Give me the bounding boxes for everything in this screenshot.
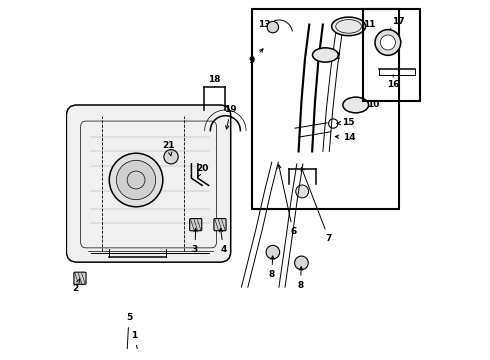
Text: 16: 16 bbox=[387, 75, 399, 89]
Text: 21: 21 bbox=[163, 141, 175, 156]
Text: 8: 8 bbox=[297, 267, 303, 290]
Ellipse shape bbox=[380, 35, 395, 50]
Circle shape bbox=[164, 150, 178, 164]
Circle shape bbox=[117, 160, 156, 200]
Ellipse shape bbox=[313, 48, 338, 62]
Text: 9: 9 bbox=[249, 49, 263, 65]
Text: 1: 1 bbox=[131, 331, 137, 349]
Text: 20: 20 bbox=[196, 164, 208, 176]
Text: 8: 8 bbox=[269, 256, 275, 279]
Text: 12: 12 bbox=[328, 52, 341, 61]
Circle shape bbox=[267, 21, 279, 33]
Text: 13: 13 bbox=[258, 20, 271, 29]
Text: 11: 11 bbox=[356, 20, 375, 29]
Text: 5: 5 bbox=[126, 313, 132, 349]
Circle shape bbox=[296, 185, 309, 198]
Ellipse shape bbox=[343, 97, 368, 113]
Text: 14: 14 bbox=[335, 132, 356, 141]
Text: 10: 10 bbox=[360, 100, 379, 109]
Bar bbox=[363, 9, 420, 102]
Circle shape bbox=[294, 256, 308, 270]
FancyBboxPatch shape bbox=[214, 219, 226, 231]
Bar bbox=[252, 9, 398, 208]
Text: 2: 2 bbox=[72, 279, 80, 293]
Ellipse shape bbox=[375, 30, 401, 55]
Circle shape bbox=[109, 153, 163, 207]
Text: 4: 4 bbox=[220, 229, 227, 254]
Text: 3: 3 bbox=[192, 229, 198, 254]
Text: 19: 19 bbox=[224, 105, 237, 129]
Text: 7: 7 bbox=[301, 167, 332, 243]
FancyBboxPatch shape bbox=[74, 272, 86, 284]
FancyBboxPatch shape bbox=[190, 219, 202, 231]
Text: 18: 18 bbox=[208, 75, 221, 87]
Text: 6: 6 bbox=[278, 165, 296, 236]
Text: 15: 15 bbox=[337, 118, 354, 127]
Text: 17: 17 bbox=[390, 17, 404, 32]
Ellipse shape bbox=[332, 17, 366, 36]
FancyBboxPatch shape bbox=[66, 105, 231, 262]
Circle shape bbox=[266, 246, 280, 259]
